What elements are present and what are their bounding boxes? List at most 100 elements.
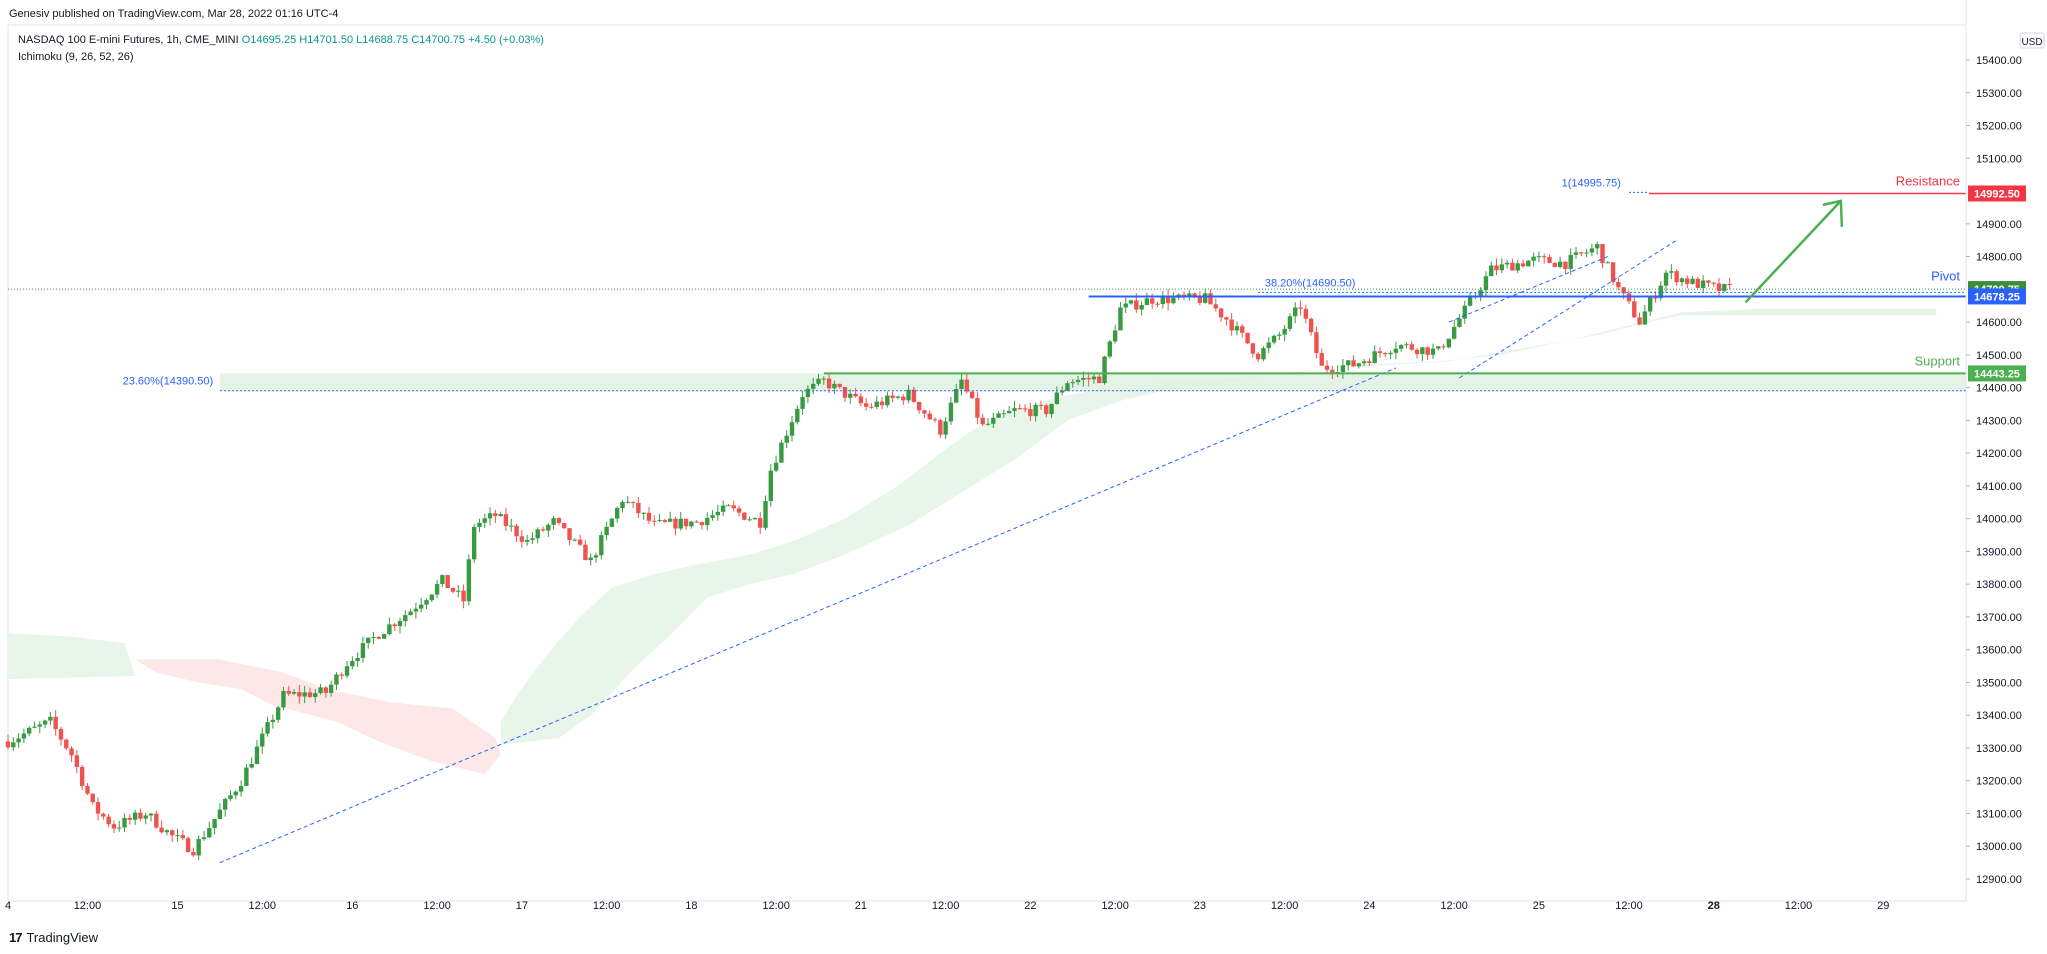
candle-body [1468,297,1472,305]
candle-body [922,410,926,413]
candle-body [1367,361,1371,363]
x-tick-label: 24 [1363,900,1375,912]
candle-body [1028,409,1032,416]
y-tick-label: 13400.00 [1976,710,2022,722]
resistance-price-label: 14992.50 [1974,188,2020,200]
y-tick-label: 15400.00 [1976,55,2022,67]
candle-body [1357,363,1361,366]
y-tick-label: 13600.00 [1976,645,2022,657]
candle-body [75,755,79,767]
candle-body [1727,284,1731,285]
support-zone [220,373,1966,390]
candle-body [742,513,746,520]
candle-body [959,380,963,389]
candle-body [1383,353,1387,354]
candle-body [287,691,291,694]
support-price-label: 14443.25 [1974,368,2020,380]
candle-body [1277,335,1281,336]
candle-body [811,384,815,389]
candle-body [181,835,185,838]
candle-body [737,508,741,512]
candle-body [59,729,63,740]
candle-body [567,528,571,540]
candle-body [694,522,698,523]
candle-body [583,545,587,560]
candle-body [732,505,736,508]
y-tick-label: 12900.00 [1976,874,2022,886]
candle-body [202,837,206,839]
trendline-1[interactable] [1459,240,1676,378]
x-tick-label: 12:00 [1440,900,1468,912]
candle-body [483,518,487,522]
candle-body [239,786,243,792]
candle-body [1251,343,1255,353]
candle-body [1219,308,1223,317]
candle-body [1351,360,1355,366]
support-label: Support [1914,353,1960,368]
x-tick-label: 12:00 [1785,900,1813,912]
candle-body [117,828,121,829]
candle-body [1134,300,1138,309]
candle-body [1526,261,1530,267]
candle-body [975,398,979,418]
x-tick-label: 18 [685,900,697,912]
fib-label-0: 23.60%(14390.50) [123,376,214,388]
candle-body [324,687,328,692]
candle-body [1584,253,1588,254]
candle-body [191,852,195,855]
candle-body [859,396,863,403]
candle-body [472,527,476,559]
candle-body [101,814,105,817]
candle-body [684,519,688,527]
candle-body [1129,300,1133,303]
candle-body [795,409,799,422]
candle-body [520,536,524,542]
candle-body [165,830,169,832]
candle-body [700,522,704,525]
candle-body [398,621,402,626]
candle-body [991,418,995,424]
candle-body [1314,332,1318,353]
candle-body [599,535,603,555]
x-tick-label: 12:00 [74,900,102,912]
x-tick-label: 21 [855,900,867,912]
y-tick-label: 13500.00 [1976,677,2022,689]
x-tick-label: 16 [346,900,358,912]
candle-body [816,379,820,384]
y-tick-label: 14100.00 [1976,481,2022,493]
candle-body [790,422,794,435]
candle-body [1590,248,1594,252]
candle-body [1722,284,1726,291]
candle-body [377,637,381,639]
candle-body [318,687,322,693]
candle-body [1410,344,1414,349]
candle-body [1071,382,1075,383]
candle-body [355,658,359,661]
candle-body [159,828,163,833]
candle-body [514,526,518,537]
candle-body [1452,327,1456,339]
candle-body [1563,262,1567,269]
x-tick-label: 23 [1194,900,1206,912]
candle-body [689,522,693,527]
candle-body [906,390,910,401]
y-tick-label: 15200.00 [1976,121,2022,133]
trendline-0[interactable] [220,368,1396,863]
candle-body [1489,266,1493,277]
candle-body [726,505,730,506]
candle-body [207,828,211,837]
projection-arrow[interactable] [1746,201,1841,303]
candle-body [22,734,26,739]
candle-body [488,513,492,518]
candle-body [970,392,974,399]
candle-body [1113,330,1117,341]
candle-body [302,692,306,696]
candle-body [541,529,545,530]
candle-body [1420,347,1424,354]
candle-body [1039,405,1043,406]
candle-body [1362,361,1366,363]
candle-body [1447,339,1451,348]
tradingview-logo-icon: 17 [9,930,21,945]
candle-body [525,540,529,542]
